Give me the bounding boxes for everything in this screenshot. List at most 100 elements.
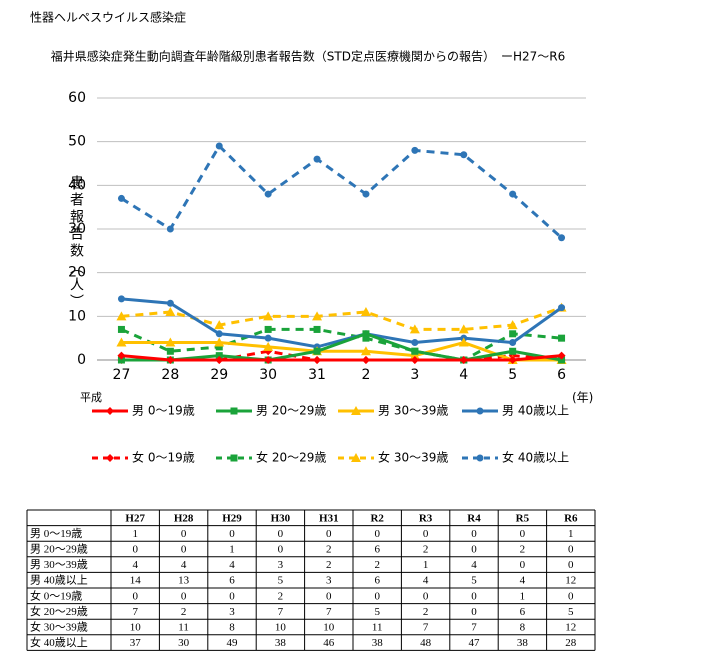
point: [263, 311, 274, 321]
x-tick-label: 3: [410, 367, 419, 383]
y-tick-label: 50: [68, 134, 86, 150]
legend-label: 女 40歳以上: [502, 450, 569, 465]
table-cell: 0: [132, 590, 138, 602]
column-header: H30: [271, 512, 291, 524]
table-cell: 1: [423, 559, 429, 571]
point: [166, 225, 174, 233]
x-tick-label: 30: [259, 367, 277, 383]
table-cell: 11: [372, 622, 383, 634]
table-cell: 2: [374, 559, 380, 571]
table-cell: 0: [181, 590, 187, 602]
legend-label: 女 20～29歳: [256, 450, 326, 465]
table-cell: 2: [520, 544, 526, 556]
point: [509, 190, 517, 198]
legend-label: 女 0～19歳: [132, 450, 195, 465]
table-cell: 0: [181, 544, 187, 556]
table-cell: 30: [178, 637, 190, 649]
table-cell: 0: [471, 528, 477, 540]
table-cell: 10: [275, 622, 287, 634]
series-line: [121, 332, 562, 362]
point: [313, 347, 321, 355]
point: [166, 347, 174, 355]
legend-marker: [106, 407, 114, 415]
legend-label: 女 30～39歳: [378, 450, 448, 465]
table-cell: 10: [130, 622, 142, 634]
point: [264, 190, 272, 198]
row-label: 女 30～39歳: [30, 620, 88, 634]
y-tick-label: 10: [68, 308, 86, 324]
point: [117, 295, 125, 303]
row-label: 男 40歳以上: [30, 574, 88, 587]
page-title: 性器ヘルペスウイルス感染症: [30, 10, 186, 25]
table-cell: 14: [130, 575, 142, 587]
row-label: 女 20～29歳: [30, 604, 88, 618]
point: [264, 356, 273, 364]
point: [459, 356, 468, 364]
legend-label: 男 40歳以上: [502, 404, 569, 418]
point: [312, 311, 323, 321]
point: [264, 334, 272, 342]
y-tick-label: 0: [77, 352, 86, 368]
table-cell: 4: [132, 559, 138, 571]
point: [558, 356, 566, 364]
table-cell: 2: [423, 606, 429, 618]
table-cell: 3: [326, 575, 332, 587]
point: [215, 330, 223, 338]
table-cell: 2: [423, 544, 429, 556]
table-cell: 0: [181, 528, 187, 540]
point: [165, 337, 176, 347]
table-cell: 2: [326, 544, 332, 556]
table-cell: 38: [275, 637, 287, 649]
x-tick-label: 5: [508, 367, 517, 383]
table-cell: 5: [568, 606, 574, 618]
series-line: [120, 327, 562, 362]
table-cell: 0: [326, 590, 332, 602]
table-cell: 1: [568, 528, 574, 540]
table-cell: 7: [278, 606, 284, 618]
legend-marker: [351, 406, 361, 415]
table-cell: 8: [229, 622, 235, 634]
series-line: [120, 143, 563, 239]
table-cell: 0: [520, 559, 526, 571]
column-header: H27: [125, 512, 145, 524]
table-cell: 0: [423, 528, 429, 540]
legend-marker: [230, 407, 238, 415]
table-cell: 38: [372, 637, 384, 649]
point: [360, 306, 371, 316]
table-cell: 49: [227, 637, 239, 649]
table-cell: 0: [229, 590, 235, 602]
table-cell: 0: [229, 528, 235, 540]
point: [214, 320, 225, 330]
point: [558, 304, 566, 312]
row-label: 男 30～39歳: [30, 558, 88, 571]
point: [362, 334, 370, 342]
table-cell: 12: [565, 622, 576, 634]
table-cell: 0: [568, 559, 574, 571]
series-line: [121, 297, 563, 349]
legend-marker: [476, 407, 484, 415]
column-header: R3: [419, 512, 433, 524]
table-cell: 6: [374, 575, 380, 587]
point: [313, 325, 321, 333]
row-label: 女 40歳以上: [30, 635, 88, 649]
x-tick-label: 4: [459, 367, 468, 383]
point: [116, 337, 127, 347]
column-header: H28: [174, 512, 194, 524]
point: [215, 343, 223, 351]
table-cell: 0: [374, 590, 380, 602]
table-cell: 38: [517, 637, 529, 649]
point: [460, 151, 468, 159]
legend-label: 男 30～39歳: [378, 404, 448, 418]
point: [458, 324, 469, 334]
point: [264, 325, 272, 333]
table-cell: 0: [568, 590, 574, 602]
point: [117, 194, 125, 202]
table-cell: 7: [132, 606, 138, 618]
table-cell: 7: [471, 622, 477, 634]
row-label: 男 0～19歳: [30, 527, 82, 540]
y-tick-label: 40: [68, 177, 86, 193]
point: [509, 339, 517, 347]
point: [411, 339, 419, 347]
table-cell: 0: [471, 606, 477, 618]
